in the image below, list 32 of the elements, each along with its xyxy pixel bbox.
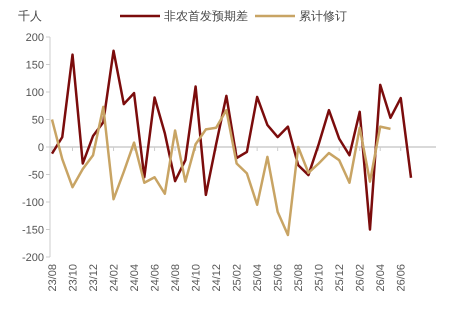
- legend-label: 非农首发预期差: [164, 9, 248, 24]
- x-tick-label: 26/02: [354, 264, 367, 292]
- line-series: [50, 106, 392, 236]
- x-tick-label: 25/06: [272, 264, 285, 292]
- y-tick-label: 0: [38, 142, 44, 154]
- y-tick-label: 50: [32, 114, 44, 126]
- x-tick-label: 24/02: [108, 264, 120, 292]
- x-tick-label: 25/02: [231, 264, 244, 292]
- x-tick-label: 25/04: [252, 264, 264, 292]
- y-tick-label: 200: [26, 32, 44, 44]
- legend-label: 累计修订: [299, 9, 347, 24]
- y-tick-label: -150: [22, 224, 44, 236]
- x-tick-label: 24/12: [210, 264, 223, 292]
- x-tick-label: 26/06: [396, 264, 408, 292]
- y-tick-label: 150: [26, 59, 44, 72]
- x-tick-label: 25/10: [314, 264, 326, 292]
- x-tick-label: 23/12: [88, 264, 100, 292]
- x-tick-label: 26/04: [375, 264, 388, 292]
- x-tick-label: 23/10: [67, 264, 80, 292]
- y-axis-title: 千人: [18, 9, 42, 23]
- x-tick-label: 25/12: [334, 264, 346, 292]
- x-tick-label: 23/08: [46, 264, 59, 292]
- y-tick-label: -50: [28, 169, 44, 182]
- x-tick-label: 24/08: [170, 264, 182, 292]
- y-tick-label: -200: [22, 252, 44, 264]
- x-tick-label: 24/06: [149, 264, 162, 292]
- x-tick-label: 25/08: [293, 264, 306, 292]
- line-series: [50, 50, 412, 231]
- x-tick-label: 24/10: [190, 264, 202, 292]
- x-tick-label: 24/04: [128, 264, 141, 292]
- y-tick-label: 100: [26, 86, 44, 99]
- y-tick-label: -100: [22, 196, 44, 209]
